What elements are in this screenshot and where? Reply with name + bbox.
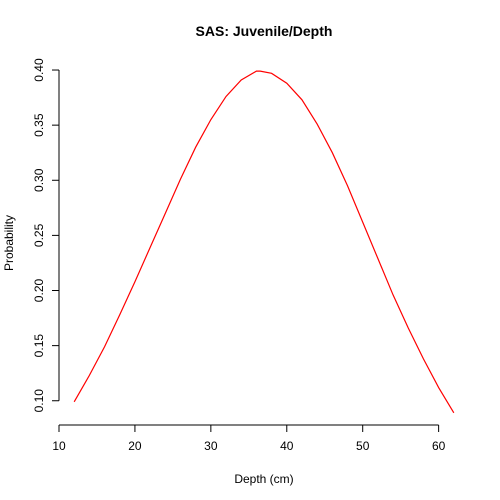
- y-tick-label-5: 0.35: [32, 113, 46, 137]
- series-line-0: [73, 70, 455, 414]
- y-tick-label-1: 0.15: [32, 334, 46, 358]
- axes: 10 20 30 40 50 60 0.10 0.15 0.20 0.25 0.30 0.35 0.40: [32, 58, 445, 453]
- chart-title: SAS: Juvenile/Depth: [196, 23, 333, 39]
- x-tick-label-0: 10: [52, 439, 66, 453]
- x-tick-label-3: 40: [280, 439, 294, 453]
- x-tick-label-1: 20: [128, 439, 142, 453]
- y-tick-label-2: 0.20: [32, 279, 46, 303]
- y-axis-label: Probability: [2, 215, 16, 271]
- y-tick-label-0: 0.10: [32, 389, 46, 413]
- x-tick-label-4: 50: [356, 439, 370, 453]
- y-tick-label-3: 0.25: [32, 223, 46, 247]
- x-tick-label-5: 60: [432, 439, 446, 453]
- x-axis-label: Depth (cm): [234, 472, 293, 486]
- y-tick-label-4: 0.30: [32, 168, 46, 192]
- series-layer: [73, 70, 455, 414]
- x-tick-label-2: 30: [204, 439, 218, 453]
- y-tick-label-6: 0.40: [32, 58, 46, 82]
